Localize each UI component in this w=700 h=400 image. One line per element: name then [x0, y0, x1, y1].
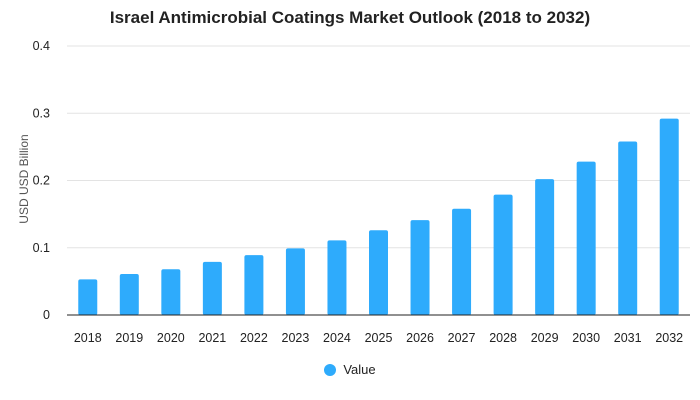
x-tick-label: 2026	[406, 331, 434, 345]
bar-2024[interactable]	[327, 240, 347, 315]
x-tick-label: 2029	[531, 331, 559, 345]
chart-title: Israel Antimicrobial Coatings Market Out…	[109, 8, 591, 27]
x-tick-label: 2023	[282, 331, 310, 345]
bar-2030[interactable]	[576, 161, 596, 315]
x-tick-label: 2027	[448, 331, 476, 345]
gridlines	[67, 45, 690, 249]
bar-2020[interactable]	[161, 269, 181, 315]
y-tick-label: 0	[43, 308, 50, 322]
y-tick-label: 0.4	[33, 39, 50, 53]
x-tick-label: 2021	[198, 331, 226, 345]
bar-2018[interactable]	[78, 279, 98, 315]
bar-2031[interactable]	[618, 141, 638, 315]
y-tick-label: 0.3	[33, 106, 50, 120]
x-tick-label: 2032	[655, 331, 683, 345]
bar-2029[interactable]	[535, 179, 555, 315]
bar-2022[interactable]	[244, 255, 264, 315]
x-tick-label: 2018	[74, 331, 102, 345]
bar-2028[interactable]	[493, 194, 513, 315]
bar-2032[interactable]	[659, 118, 679, 315]
x-tick-label: 2028	[489, 331, 517, 345]
x-tick-label: 2020	[157, 331, 185, 345]
x-tick-label: 2025	[365, 331, 393, 345]
bars	[78, 118, 679, 315]
bar-2025[interactable]	[369, 230, 388, 315]
bar-2021[interactable]	[202, 261, 222, 315]
y-axis-ticks: 0 0.1 0.2 0.3 0.4	[33, 39, 50, 322]
x-tick-label: 2019	[115, 331, 143, 345]
legend-label-value: Value	[343, 362, 376, 377]
legend-swatch-value	[324, 363, 337, 376]
y-tick-label: 0.1	[33, 241, 50, 255]
bar-2027[interactable]	[452, 208, 472, 315]
bar-2019[interactable]	[119, 273, 139, 315]
bar-2023[interactable]	[285, 248, 305, 315]
legend[interactable]: Value	[0, 362, 700, 377]
x-axis-ticks: 2018 2019 2020 2021 2022 2023 2024 2025 2026 2027…	[74, 331, 683, 345]
x-tick-label: 2031	[614, 331, 642, 345]
bar-2026[interactable]	[410, 220, 430, 315]
x-tick-label: 2022	[240, 331, 268, 345]
y-tick-label: 0.2	[33, 174, 50, 188]
x-tick-label: 2030	[572, 331, 600, 345]
x-tick-label: 2024	[323, 331, 351, 345]
